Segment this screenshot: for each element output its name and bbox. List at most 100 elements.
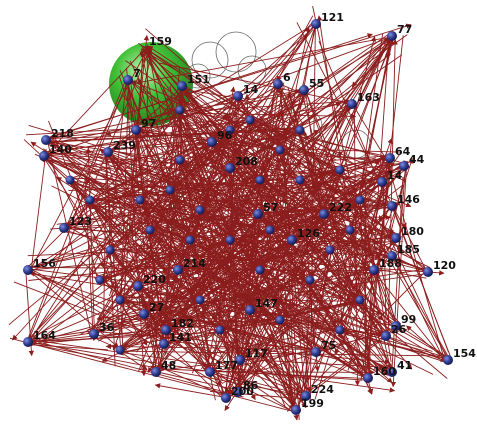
graph-edge xyxy=(141,271,376,314)
graph-edge xyxy=(374,157,414,272)
graph-node-unlabeled[interactable] xyxy=(195,205,205,215)
graph-node-unlabeled[interactable] xyxy=(345,225,355,235)
graph-edge xyxy=(177,110,238,392)
graph-node-unlabeled[interactable] xyxy=(65,175,75,185)
graph-node-200[interactable] xyxy=(221,393,231,403)
graph-node-unlabeled[interactable] xyxy=(225,235,235,245)
graph-edge xyxy=(341,204,396,329)
graph-node-224[interactable] xyxy=(301,391,311,401)
graph-node-117[interactable] xyxy=(235,355,245,365)
graph-edge xyxy=(278,22,317,231)
graph-node-26[interactable] xyxy=(381,331,391,341)
graph-edge xyxy=(351,34,390,88)
graph-node-77[interactable] xyxy=(387,31,397,41)
graph-node-unlabeled[interactable] xyxy=(335,325,345,335)
graph-edge xyxy=(202,367,297,414)
graph-node-147[interactable] xyxy=(245,305,255,315)
graph-node-unlabeled[interactable] xyxy=(275,315,285,325)
graph-node-unlabeled[interactable] xyxy=(335,165,345,175)
graph-node-140[interactable] xyxy=(39,151,49,161)
graph-node-99[interactable] xyxy=(391,321,401,331)
graph-node-unlabeled[interactable] xyxy=(85,195,95,205)
graph-node-unlabeled[interactable] xyxy=(225,125,235,135)
graph-node-214[interactable] xyxy=(173,265,183,275)
graph-node-6[interactable] xyxy=(273,79,283,89)
graph-node-154[interactable] xyxy=(443,355,453,365)
graph-node-208[interactable] xyxy=(225,163,235,173)
graph-node-unlabeled[interactable] xyxy=(185,235,195,245)
graph-node-97[interactable] xyxy=(131,125,141,135)
graph-node-unlabeled[interactable] xyxy=(355,195,365,205)
graph-edge xyxy=(107,80,277,148)
graph-node-57[interactable] xyxy=(253,209,263,219)
graph-node-48[interactable] xyxy=(151,367,161,377)
graph-node-unlabeled[interactable] xyxy=(175,105,185,115)
graph-edge xyxy=(231,127,322,225)
graph-node-120[interactable] xyxy=(423,267,433,277)
graph-edge xyxy=(221,204,325,333)
graph-node-unlabeled[interactable] xyxy=(195,295,205,305)
graph-node-75[interactable] xyxy=(311,347,321,357)
graph-node-7[interactable] xyxy=(123,75,133,85)
graph-node-163[interactable] xyxy=(347,99,357,109)
graph-edge xyxy=(26,237,228,341)
graph-node-177[interactable] xyxy=(205,367,215,377)
graph-node-unlabeled[interactable] xyxy=(165,185,175,195)
graph-node-218[interactable] xyxy=(41,135,51,145)
graph-node-151[interactable] xyxy=(177,81,187,91)
graph-node-182[interactable] xyxy=(161,325,171,335)
graph-node-unlabeled[interactable] xyxy=(255,265,265,275)
graph-node-199[interactable] xyxy=(291,405,301,415)
graph-node-36[interactable] xyxy=(89,329,99,339)
graph-node-123[interactable] xyxy=(59,223,69,233)
graph-node-239[interactable] xyxy=(103,147,113,157)
graph-edge xyxy=(180,169,341,301)
graph-node-222[interactable] xyxy=(319,209,329,219)
graph-node-164[interactable] xyxy=(23,337,33,347)
graph-edge xyxy=(92,226,351,335)
graph-node-unlabeled[interactable] xyxy=(115,295,125,305)
graph-node-unlabeled[interactable] xyxy=(135,195,145,205)
graph-node-unlabeled[interactable] xyxy=(215,325,225,335)
graph-node-unlabeled[interactable] xyxy=(325,245,335,255)
graph-node-146[interactable] xyxy=(387,201,397,211)
graph-node-unlabeled[interactable] xyxy=(175,155,185,165)
graph-node-27[interactable] xyxy=(139,309,149,319)
graph-edge xyxy=(88,202,192,240)
graph-node-126[interactable] xyxy=(287,235,297,245)
graph-node-41[interactable] xyxy=(387,367,397,377)
graph-node-96[interactable] xyxy=(207,137,217,147)
graph-node-188[interactable] xyxy=(369,265,379,275)
graph-node-86[interactable] xyxy=(233,387,243,397)
graph-node-unlabeled[interactable] xyxy=(115,345,125,355)
graph-node-14b[interactable] xyxy=(377,177,387,187)
graph-node-44[interactable] xyxy=(399,161,409,171)
graph-node-55[interactable] xyxy=(299,85,309,95)
graph-edge xyxy=(259,176,295,244)
graph-node-unlabeled[interactable] xyxy=(145,225,155,235)
graph-node-unlabeled[interactable] xyxy=(275,145,285,155)
graph-node-unlabeled[interactable] xyxy=(295,175,305,185)
graph-node-185[interactable] xyxy=(387,251,397,261)
graph-node-121[interactable] xyxy=(311,19,321,29)
graph-node-unlabeled[interactable] xyxy=(95,275,105,285)
graph-node-14[interactable] xyxy=(233,91,243,101)
graph-node-141[interactable] xyxy=(159,339,169,349)
graph-node-unlabeled[interactable] xyxy=(245,115,255,125)
graph-node-unlabeled[interactable] xyxy=(305,275,315,285)
graph-node-unlabeled[interactable] xyxy=(255,175,265,185)
graph-node-64[interactable] xyxy=(385,153,395,163)
graph-node-unlabeled[interactable] xyxy=(105,245,115,255)
graph-edge xyxy=(126,82,147,377)
graph-node-unlabeled[interactable] xyxy=(265,225,275,235)
graph-node-156[interactable] xyxy=(23,265,33,275)
node-label-121: 121 xyxy=(321,11,344,24)
graph-node-180[interactable] xyxy=(391,233,401,243)
graph-node-unlabeled[interactable] xyxy=(295,125,305,135)
graph-node-220[interactable] xyxy=(133,281,143,291)
graph-node-160[interactable] xyxy=(363,373,373,383)
node-label-6: 6 xyxy=(283,71,291,84)
graph-node-unlabeled[interactable] xyxy=(355,295,365,305)
